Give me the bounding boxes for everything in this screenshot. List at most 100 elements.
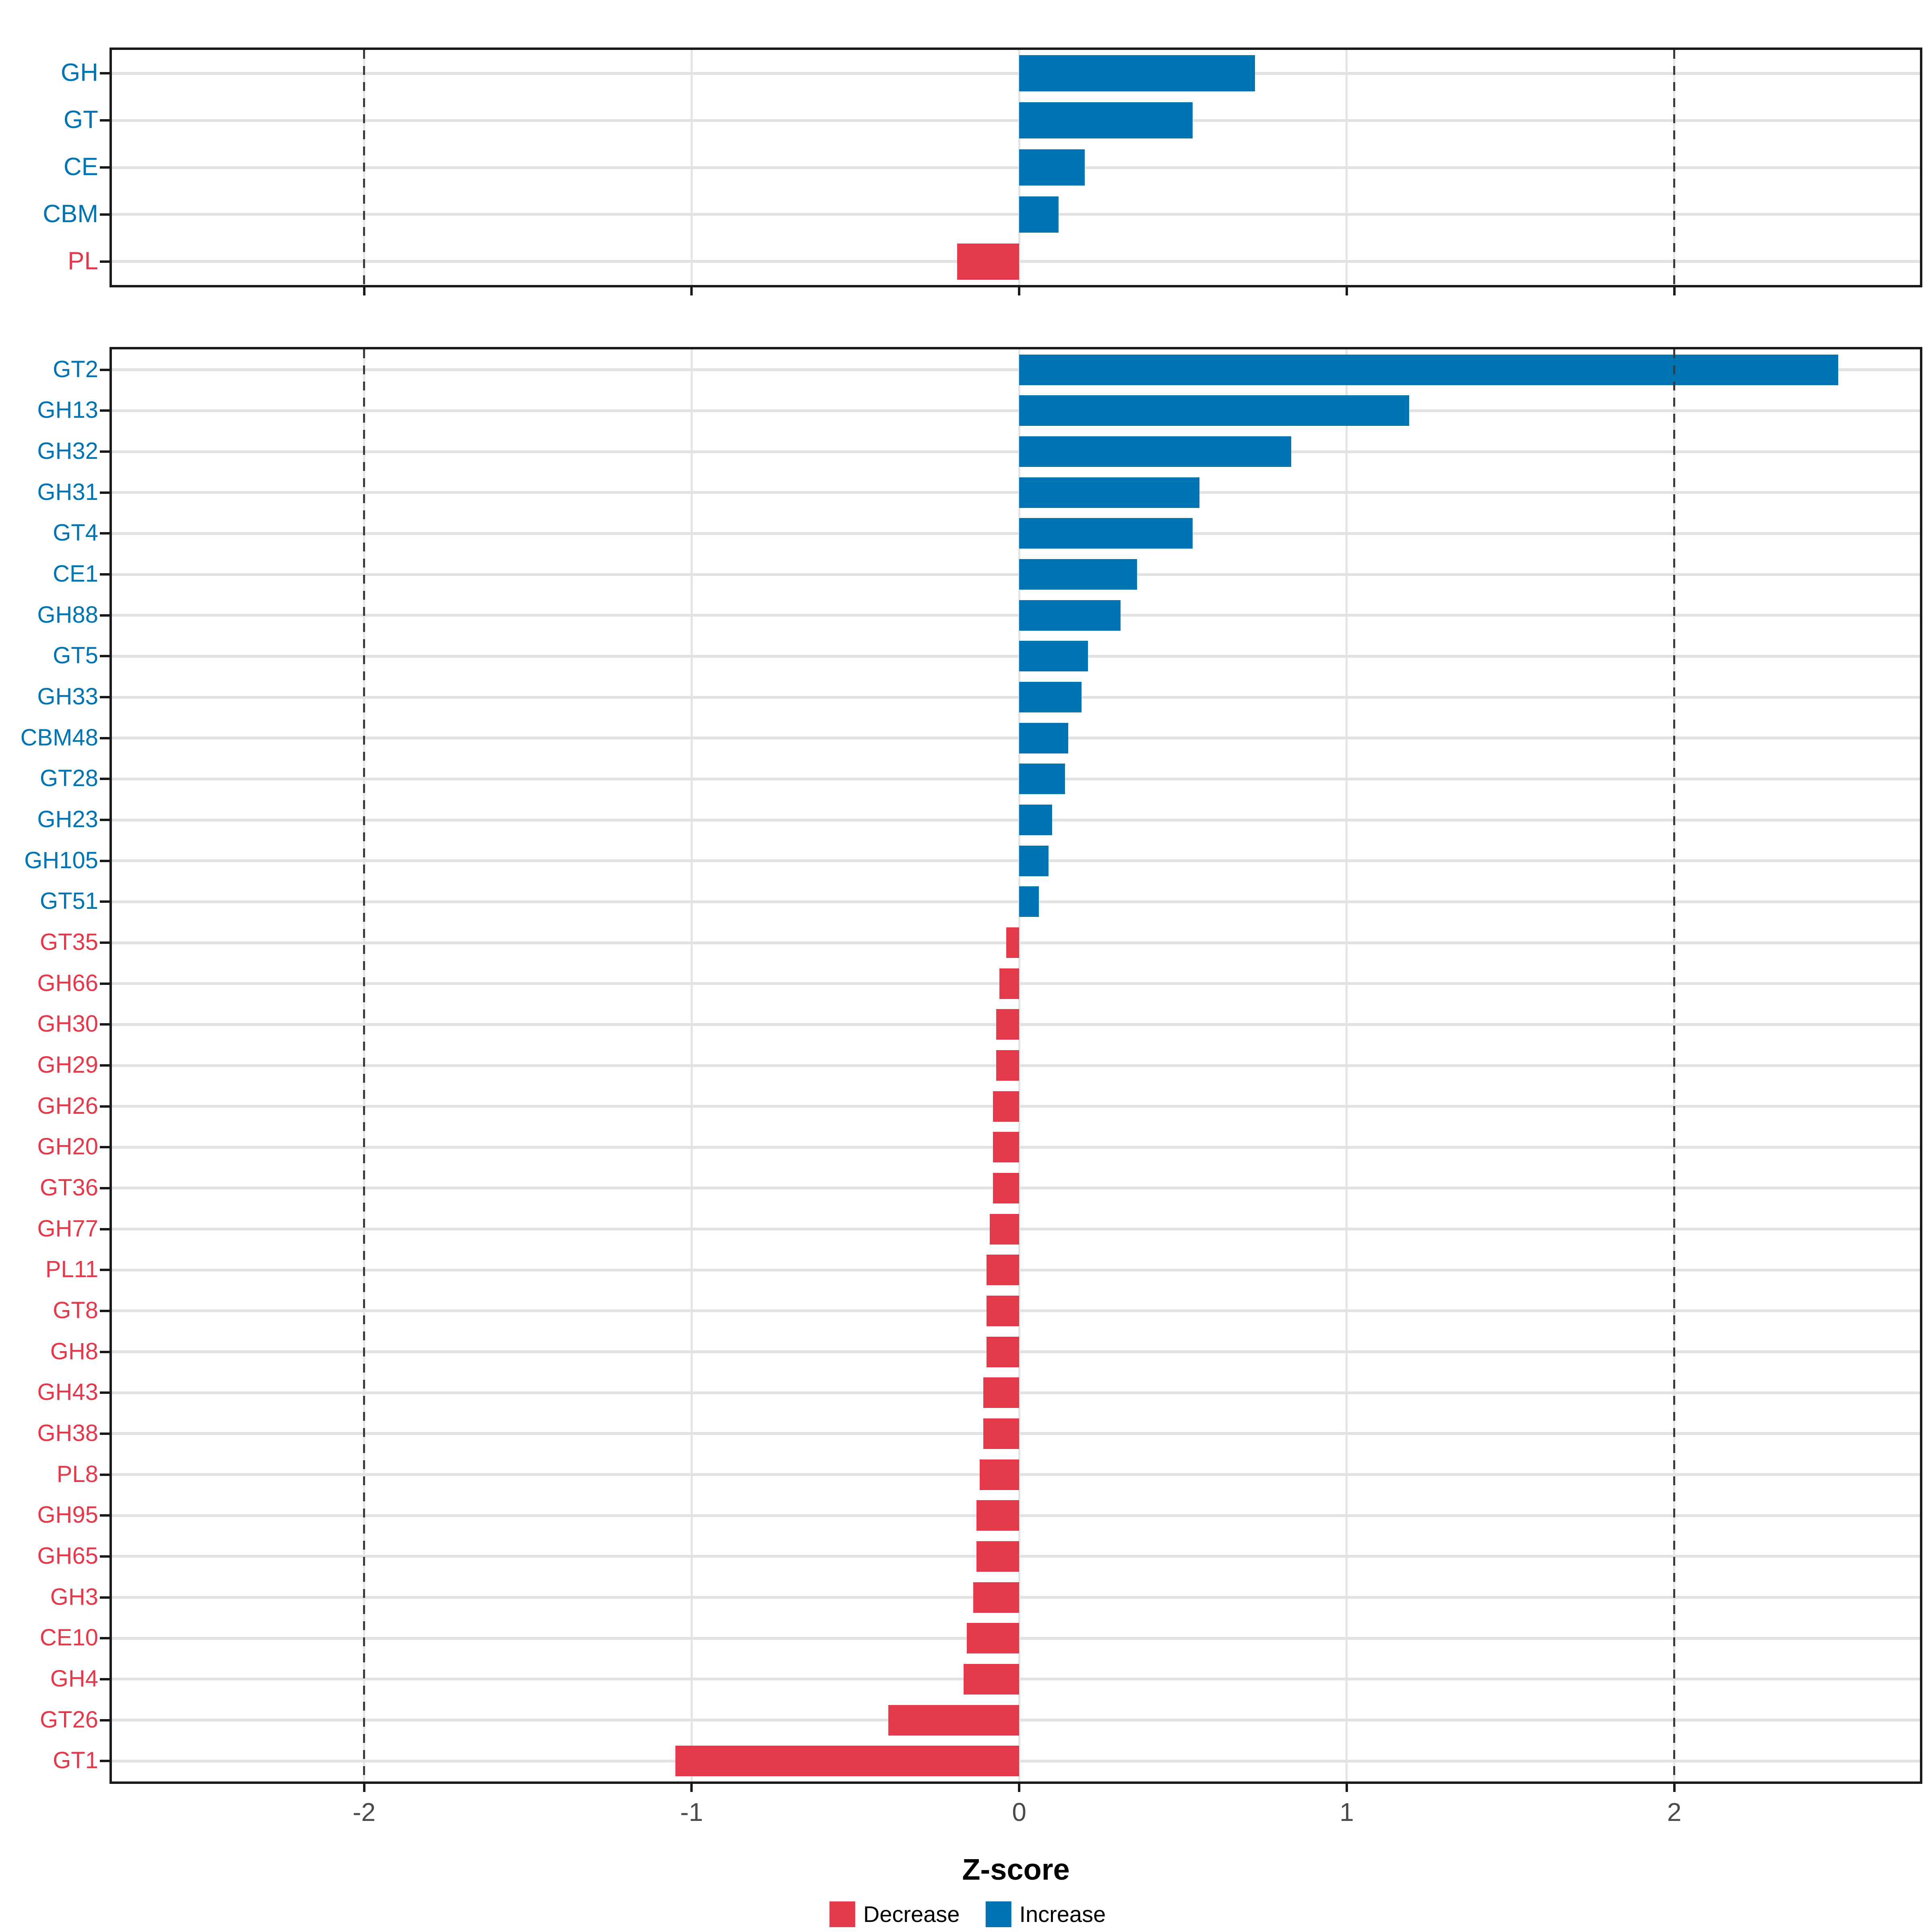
legend: Decrease Increase bbox=[829, 1901, 1106, 1927]
bar-gh88 bbox=[1019, 600, 1121, 631]
x-axis-tick bbox=[1345, 285, 1348, 295]
category-gridline bbox=[112, 777, 1920, 780]
y-axis-tick bbox=[100, 1760, 109, 1763]
category-label-gh33: GH33 bbox=[37, 683, 98, 710]
category-gridline bbox=[112, 573, 1920, 576]
dashed-reference-line bbox=[363, 349, 365, 1781]
y-axis-tick bbox=[100, 1269, 109, 1271]
bar-ce10 bbox=[966, 1623, 1020, 1654]
y-axis-tick bbox=[100, 532, 109, 535]
bar-gh43 bbox=[983, 1377, 1020, 1408]
legend-item-decrease: Decrease bbox=[829, 1901, 960, 1927]
bar-gh29 bbox=[996, 1050, 1020, 1081]
y-axis-tick bbox=[100, 1105, 109, 1108]
y-axis-tick bbox=[100, 900, 109, 903]
x-tick-label: 0 bbox=[1012, 1798, 1026, 1827]
category-label-gh20: GH20 bbox=[37, 1133, 98, 1160]
category-label-gh77: GH77 bbox=[37, 1215, 98, 1242]
bar-gh20 bbox=[993, 1132, 1020, 1163]
y-axis-tick bbox=[100, 1023, 109, 1026]
bar-pl8 bbox=[980, 1459, 1020, 1490]
dashed-reference-line bbox=[1673, 349, 1676, 1781]
top-panel: GH GT CE CBM PL bbox=[43, 47, 1922, 295]
bar-gt36 bbox=[993, 1172, 1020, 1203]
y-axis-tick bbox=[100, 1350, 109, 1353]
category-label-gh13: GH13 bbox=[37, 397, 98, 423]
y-axis-tick bbox=[100, 119, 109, 122]
category-gridline bbox=[112, 166, 1920, 169]
y-axis-tick bbox=[100, 409, 109, 412]
x-tick-label: -2 bbox=[353, 1798, 376, 1827]
y-axis-tick bbox=[100, 696, 109, 699]
decrease-swatch-icon bbox=[829, 1901, 855, 1927]
category-gridline bbox=[112, 450, 1920, 453]
bar-gh13 bbox=[1019, 395, 1409, 426]
category-label-gh95: GH95 bbox=[37, 1502, 98, 1528]
bar-gt35 bbox=[1006, 927, 1020, 958]
bar-gh31 bbox=[1019, 477, 1199, 508]
bar-ce bbox=[1019, 149, 1085, 186]
y-axis-tick bbox=[100, 368, 109, 371]
category-label-gh: GH bbox=[61, 59, 98, 87]
x-axis-tick bbox=[1673, 1781, 1676, 1792]
category-gridline bbox=[112, 900, 1920, 903]
bar-gh26 bbox=[993, 1091, 1020, 1122]
bar-gh95 bbox=[976, 1500, 1020, 1531]
x-axis-tick bbox=[690, 285, 693, 295]
y-axis-tick bbox=[100, 260, 109, 263]
category-gridline bbox=[112, 859, 1920, 863]
category-label-cbm48: CBM48 bbox=[20, 724, 98, 751]
legend-label-decrease: Decrease bbox=[863, 1901, 960, 1927]
category-label-gt5: GT5 bbox=[53, 642, 98, 669]
y-axis-tick bbox=[100, 941, 109, 944]
category-gridline bbox=[112, 368, 1920, 372]
category-label-gh30: GH30 bbox=[37, 1011, 98, 1037]
category-label-gh3: GH3 bbox=[50, 1583, 98, 1610]
y-axis-tick bbox=[100, 1187, 109, 1189]
bar-gt2 bbox=[1019, 354, 1838, 385]
bar-pl bbox=[957, 243, 1020, 280]
category-label-pl11: PL11 bbox=[45, 1256, 98, 1283]
y-axis-tick bbox=[100, 573, 109, 576]
x-tick-label: 2 bbox=[1667, 1798, 1682, 1827]
bar-gh23 bbox=[1019, 805, 1052, 836]
y-axis-tick bbox=[100, 819, 109, 822]
bar-gh8 bbox=[986, 1336, 1020, 1367]
category-gridline bbox=[112, 409, 1920, 412]
y-axis-tick bbox=[100, 1473, 109, 1476]
category-gridline bbox=[112, 532, 1920, 535]
bar-gh32 bbox=[1019, 436, 1291, 467]
y-axis-tick bbox=[100, 1432, 109, 1435]
category-label-gh4: GH4 bbox=[50, 1665, 98, 1692]
y-axis-tick bbox=[100, 614, 109, 617]
bar-gt28 bbox=[1019, 764, 1065, 795]
category-label-gh66: GH66 bbox=[37, 970, 98, 996]
category-gridline bbox=[112, 654, 1920, 658]
x-axis-title: Z-score bbox=[962, 1853, 1070, 1886]
bar-cbm bbox=[1019, 196, 1059, 233]
legend-item-increase: Increase bbox=[985, 1901, 1106, 1927]
x-axis-tick bbox=[363, 1781, 365, 1792]
category-label-gh65: GH65 bbox=[37, 1542, 98, 1569]
x-axis-tick bbox=[1345, 1781, 1348, 1792]
category-label-gt26: GT26 bbox=[39, 1706, 98, 1733]
y-axis-tick bbox=[100, 491, 109, 494]
x-axis-tick bbox=[363, 285, 365, 295]
x-tick-label: -1 bbox=[680, 1798, 703, 1827]
bar-gh30 bbox=[996, 1009, 1020, 1040]
y-axis-tick bbox=[100, 1637, 109, 1640]
x-axis-tick bbox=[1018, 1781, 1021, 1792]
bar-gt1 bbox=[675, 1746, 1020, 1777]
y-axis-tick bbox=[100, 450, 109, 453]
x-axis-tick bbox=[690, 1781, 693, 1792]
y-axis-tick bbox=[100, 737, 109, 739]
bar-gt8 bbox=[986, 1295, 1020, 1326]
y-axis-tick bbox=[100, 72, 109, 75]
bar-pl11 bbox=[986, 1255, 1020, 1286]
y-axis-tick bbox=[100, 778, 109, 780]
category-label-gt1: GT1 bbox=[53, 1747, 98, 1773]
bar-gh3 bbox=[973, 1582, 1020, 1613]
y-axis-tick bbox=[100, 1596, 109, 1599]
y-axis-tick bbox=[100, 1555, 109, 1558]
legend-label-increase: Increase bbox=[1019, 1901, 1106, 1927]
